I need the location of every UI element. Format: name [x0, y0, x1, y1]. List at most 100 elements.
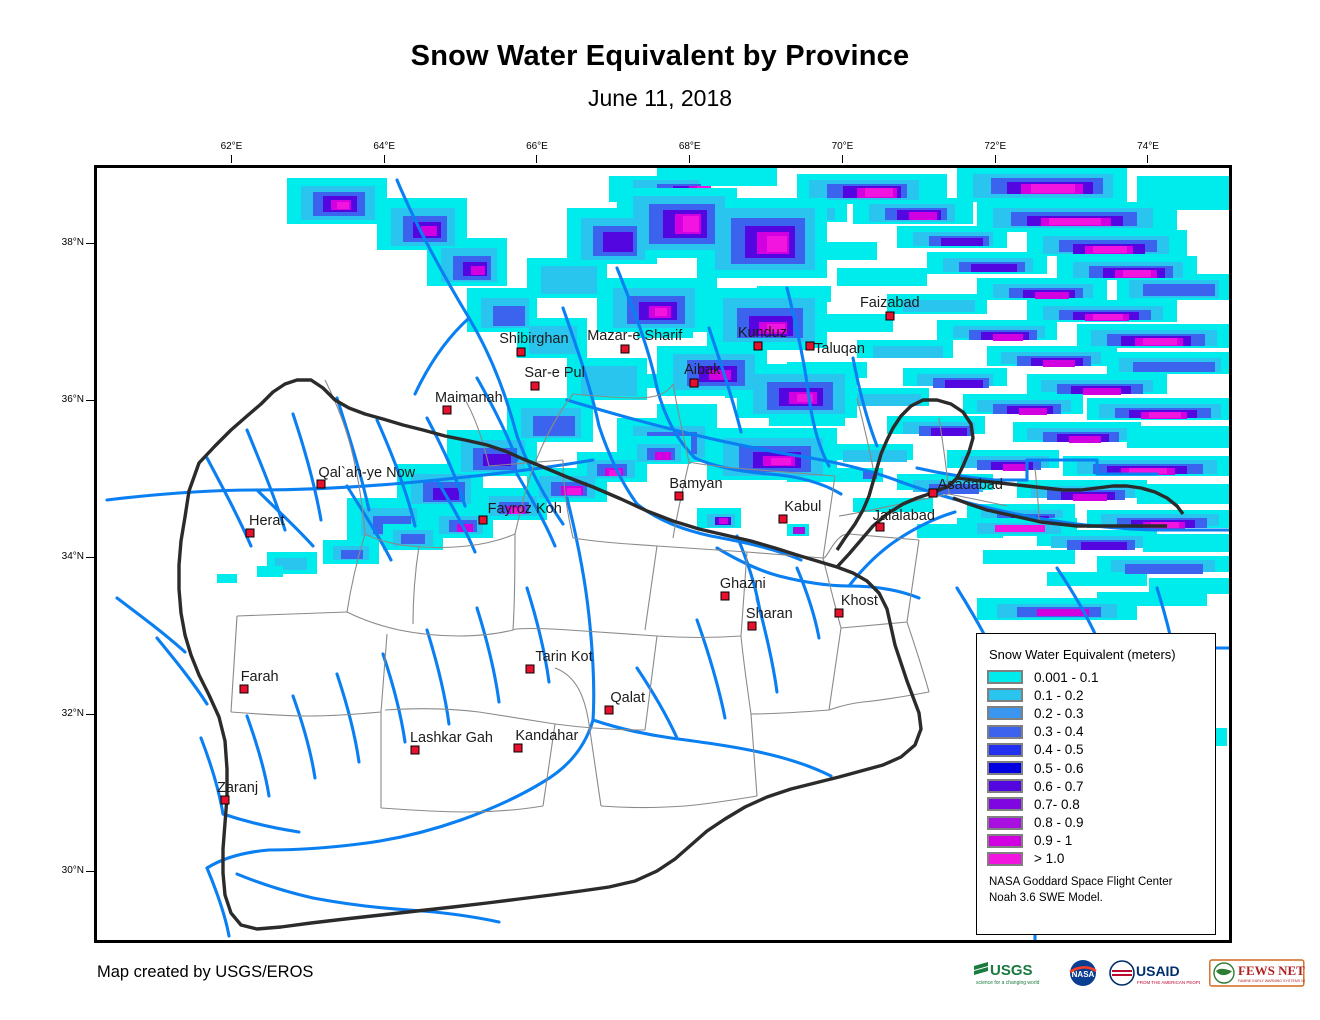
map-plot-area: Faizabad Kunduz Taluqan Mazar-e Sharif Shibi… — [97, 168, 1229, 940]
city-marker[interactable] — [778, 514, 788, 524]
legend-row: 0.3 - 0.4 — [987, 723, 1205, 741]
city-marker[interactable] — [316, 479, 326, 489]
city-marker[interactable] — [525, 664, 535, 674]
city-label: Khost — [840, 592, 878, 609]
city-marker[interactable] — [689, 378, 699, 388]
city-marker[interactable] — [720, 591, 730, 601]
lon-tick: 72°E — [975, 141, 1015, 163]
city-marker[interactable] — [834, 608, 844, 618]
legend-swatch — [987, 670, 1023, 685]
legend-label: 0.2 - 0.3 — [1034, 705, 1084, 721]
legend-note-line1: NASA Goddard Space Flight Center — [989, 876, 1173, 889]
svg-text:USGS: USGS — [990, 962, 1033, 979]
city-marker[interactable] — [410, 745, 420, 755]
lon-tick-label: 64°E — [373, 141, 396, 152]
city-label: Kunduz — [737, 325, 787, 342]
city-marker[interactable] — [753, 341, 763, 351]
city-label: Herat — [249, 513, 285, 530]
city-marker[interactable] — [239, 684, 249, 694]
legend-label: 0.5 - 0.6 — [1034, 760, 1084, 776]
lat-tick-label: 34°N — [61, 550, 84, 562]
legend-label: > 1.0 — [1034, 851, 1065, 867]
legend-swatch — [987, 688, 1023, 703]
lon-tick-mark — [383, 155, 385, 163]
city-marker[interactable] — [442, 405, 452, 415]
city-label: Fayroz Koh — [487, 501, 562, 518]
city-marker[interactable] — [516, 347, 526, 357]
legend-swatch — [987, 815, 1023, 830]
national-border — [177, 378, 1185, 931]
legend-row: 0.5 - 0.6 — [987, 759, 1205, 777]
lon-tick-label: 72°E — [984, 141, 1007, 152]
legend-source-note: NASA Goddard Space Flight Center Noah 3.… — [989, 875, 1205, 906]
city-label: Shibirghan — [499, 330, 569, 347]
map-legend: Snow Water Equivalent (meters) 0.001 - 0… — [976, 633, 1216, 935]
svg-text:USAID: USAID — [1136, 963, 1180, 979]
svg-text:FROM THE AMERICAN PEOPLE: FROM THE AMERICAN PEOPLE — [1137, 980, 1200, 985]
legend-row: 0.9 - 1 — [987, 832, 1205, 850]
city-marker[interactable] — [805, 341, 815, 351]
city-label: Bamyan — [669, 476, 723, 493]
lon-tick-mark — [689, 155, 691, 163]
city-label: Tarin Kot — [535, 649, 593, 666]
lon-tick: 66°E — [517, 141, 557, 163]
city-marker[interactable] — [530, 381, 540, 391]
city-label: Qalat — [610, 690, 646, 707]
legend-label: 0.1 - 0.2 — [1034, 687, 1084, 703]
lon-tick: 64°E — [364, 141, 404, 163]
city-marker[interactable] — [245, 528, 255, 538]
lon-tick-label: 66°E — [526, 141, 548, 152]
city-label: Sharan — [745, 606, 793, 623]
city-label: Asadabad — [937, 476, 1003, 493]
city-marker[interactable] — [928, 488, 938, 498]
city-marker[interactable] — [747, 621, 757, 631]
lon-tick: 70°E — [822, 141, 862, 163]
legend-row: > 1.0 — [987, 850, 1205, 868]
city-label: Ghazni — [719, 576, 766, 593]
snow-water-equivalent-raster — [217, 168, 1229, 746]
agency-logos: USGS science for a changing world NASA U… — [972, 958, 1305, 988]
city-marker[interactable] — [513, 743, 523, 753]
city-label: Maimanah — [434, 390, 503, 407]
city-label: Kandahar — [515, 727, 579, 744]
legend-swatch — [987, 724, 1023, 739]
city-marker[interactable] — [885, 311, 895, 321]
legend-label: 0.6 - 0.7 — [1034, 778, 1084, 794]
legend-row: 0.2 - 0.3 — [987, 704, 1205, 722]
lon-tick-mark — [841, 155, 843, 163]
city-label: Mazar-e Sharif — [587, 327, 683, 344]
legend-swatch — [987, 706, 1023, 721]
lon-tick-label: 62°E — [220, 141, 243, 152]
map-frame: Faizabad Kunduz Taluqan Mazar-e Sharif Shibi… — [94, 165, 1232, 943]
legend-row: 0.6 - 0.7 — [987, 777, 1205, 795]
city-label: Farah — [240, 669, 279, 686]
fewsnet-logo: FEWS NET FAMINE EARLY WARNING SYSTEMS NE… — [1209, 958, 1305, 988]
svg-text:FEWS NET: FEWS NET — [1238, 963, 1305, 978]
lon-tick-label: 74°E — [1137, 141, 1159, 152]
legend-row: 0.001 - 0.1 — [987, 668, 1205, 686]
legend-row: 0.4 - 0.5 — [987, 741, 1205, 759]
legend-label: 0.001 - 0.1 — [1034, 669, 1099, 685]
usaid-logo: USAID FROM THE AMERICAN PEOPLE — [1108, 958, 1200, 988]
page-title: Snow Water Equivalent by Province — [410, 40, 910, 72]
city-marker[interactable] — [478, 515, 488, 525]
city-marker[interactable] — [875, 522, 885, 532]
map-credit: Map created by USGS/EROS — [97, 963, 314, 981]
legend-swatch — [987, 779, 1023, 794]
legend-row: 0.7- 0.8 — [987, 795, 1205, 813]
city-marker[interactable] — [604, 705, 614, 715]
city-marker[interactable] — [620, 344, 630, 354]
lon-tick: 62°E — [211, 141, 251, 163]
lat-tick-label: 30°N — [61, 865, 84, 877]
city-marker[interactable] — [674, 491, 684, 501]
legend-label: 0.4 - 0.5 — [1034, 742, 1084, 758]
legend-swatch — [987, 742, 1023, 757]
city-marker[interactable] — [220, 795, 230, 805]
city-label: Qal`ah-ye Now — [318, 464, 416, 481]
lon-tick-mark — [1147, 155, 1149, 163]
lat-tick-mark — [86, 871, 94, 873]
lat-tick: 32°N — [38, 708, 94, 719]
province-boundaries — [230, 379, 1040, 813]
city-label: Jalalabad — [872, 508, 935, 525]
legend-swatch — [987, 797, 1023, 812]
